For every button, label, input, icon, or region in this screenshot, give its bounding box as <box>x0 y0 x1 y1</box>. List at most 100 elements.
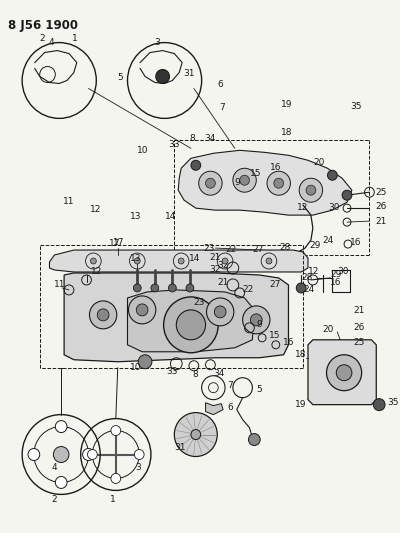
Circle shape <box>111 425 121 435</box>
Circle shape <box>243 306 270 334</box>
Text: 34: 34 <box>213 369 225 378</box>
Text: 25: 25 <box>354 338 365 347</box>
Text: 28: 28 <box>280 244 291 253</box>
Circle shape <box>168 284 176 292</box>
Text: 6: 6 <box>227 403 233 412</box>
Text: 15: 15 <box>269 332 280 340</box>
Text: 24: 24 <box>303 285 314 294</box>
Text: 35: 35 <box>387 398 398 407</box>
Text: 16: 16 <box>350 238 362 247</box>
Text: 10: 10 <box>136 146 148 155</box>
Circle shape <box>250 314 262 326</box>
Text: 15: 15 <box>250 169 261 179</box>
Polygon shape <box>206 402 223 415</box>
Text: 17: 17 <box>109 239 121 248</box>
Text: 9: 9 <box>256 320 262 329</box>
Circle shape <box>267 171 290 195</box>
Text: 30: 30 <box>328 203 340 212</box>
Text: 17: 17 <box>113 238 124 247</box>
Text: 1: 1 <box>72 34 78 43</box>
Text: 3: 3 <box>135 463 141 472</box>
Circle shape <box>296 283 306 293</box>
Circle shape <box>191 430 201 440</box>
Polygon shape <box>178 150 352 215</box>
Text: 16: 16 <box>283 338 294 348</box>
Text: 11: 11 <box>63 197 75 206</box>
Circle shape <box>156 69 170 84</box>
Text: 26: 26 <box>375 201 387 211</box>
Text: 10: 10 <box>130 363 142 372</box>
Text: 11: 11 <box>54 280 66 289</box>
Text: 16: 16 <box>330 278 342 287</box>
Circle shape <box>274 178 284 188</box>
Text: 21: 21 <box>217 278 229 287</box>
Text: 12: 12 <box>297 203 309 212</box>
Circle shape <box>128 296 156 324</box>
Circle shape <box>28 449 40 461</box>
Text: 32: 32 <box>217 261 229 270</box>
Text: 4: 4 <box>49 38 54 47</box>
Circle shape <box>199 171 222 195</box>
Circle shape <box>164 297 218 353</box>
Text: 34: 34 <box>204 134 216 143</box>
Circle shape <box>83 449 94 461</box>
Circle shape <box>326 355 362 391</box>
Text: 29: 29 <box>309 241 320 251</box>
Circle shape <box>266 258 272 264</box>
Circle shape <box>299 178 323 202</box>
Circle shape <box>97 309 109 321</box>
Text: 18: 18 <box>295 350 307 359</box>
Text: 9: 9 <box>234 178 240 187</box>
Circle shape <box>178 258 184 264</box>
Circle shape <box>111 473 121 483</box>
Text: 7: 7 <box>219 102 225 111</box>
Circle shape <box>191 160 201 170</box>
Text: 7: 7 <box>227 381 233 390</box>
Circle shape <box>342 190 352 200</box>
Text: 12: 12 <box>92 268 103 277</box>
Text: 21: 21 <box>375 216 387 225</box>
Circle shape <box>206 298 234 326</box>
Text: 8: 8 <box>189 134 195 143</box>
Text: 29: 29 <box>330 270 342 279</box>
Text: 28: 28 <box>301 273 312 282</box>
Polygon shape <box>308 340 376 405</box>
Circle shape <box>336 365 352 381</box>
Text: 21: 21 <box>354 306 365 315</box>
Text: 26: 26 <box>354 322 365 332</box>
Text: 3: 3 <box>154 38 160 47</box>
Text: 14: 14 <box>189 254 200 263</box>
Text: 30: 30 <box>337 268 349 277</box>
Text: 27: 27 <box>252 245 264 254</box>
Text: 8 J56 1900: 8 J56 1900 <box>8 19 78 31</box>
Text: 2: 2 <box>40 34 45 43</box>
Circle shape <box>55 421 67 433</box>
Polygon shape <box>64 273 288 362</box>
Text: 22: 22 <box>225 245 236 254</box>
Circle shape <box>133 284 141 292</box>
Circle shape <box>306 185 316 195</box>
Text: 20: 20 <box>323 325 334 334</box>
Text: 33: 33 <box>168 140 180 149</box>
Circle shape <box>134 258 140 264</box>
Text: 12: 12 <box>308 268 319 277</box>
Text: 12: 12 <box>90 205 101 214</box>
Circle shape <box>328 170 337 180</box>
Text: 18: 18 <box>281 128 292 137</box>
Text: 31: 31 <box>183 69 195 78</box>
Text: 24: 24 <box>323 236 334 245</box>
Circle shape <box>176 310 206 340</box>
Text: 33: 33 <box>166 367 178 376</box>
Circle shape <box>373 399 385 410</box>
Text: 5: 5 <box>117 73 123 82</box>
Circle shape <box>214 306 226 318</box>
Circle shape <box>55 477 67 488</box>
Text: 21: 21 <box>210 254 221 262</box>
Text: 22: 22 <box>243 286 254 294</box>
Text: 20: 20 <box>313 158 324 167</box>
Circle shape <box>151 284 159 292</box>
Text: 14: 14 <box>164 212 176 221</box>
Circle shape <box>53 447 69 463</box>
Circle shape <box>90 258 96 264</box>
Circle shape <box>206 178 215 188</box>
